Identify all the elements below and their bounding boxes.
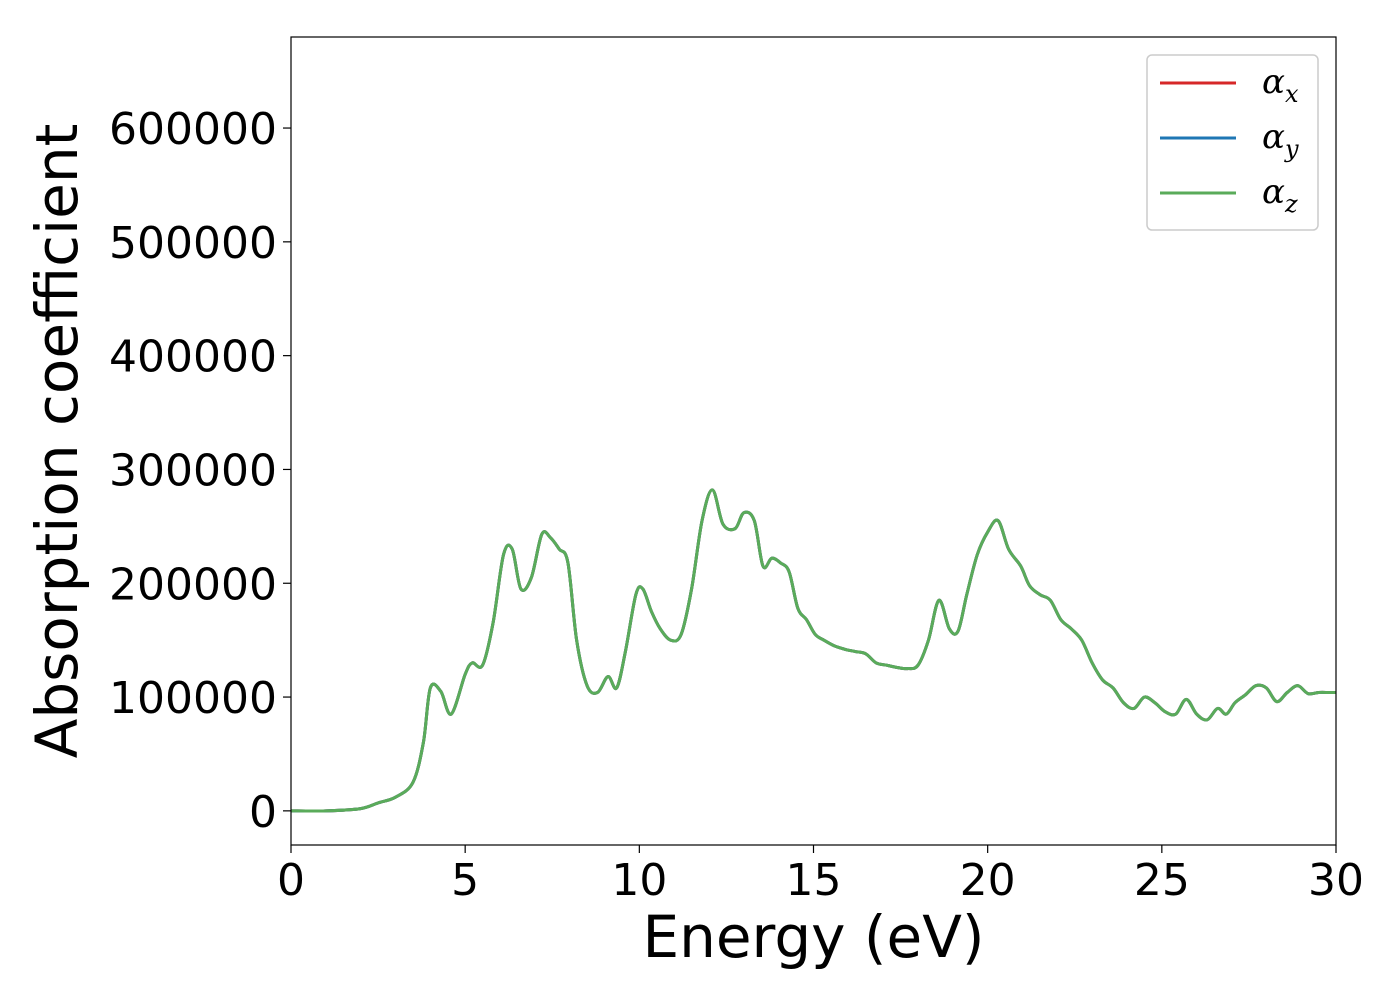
legend-box xyxy=(1146,54,1319,231)
x-axis-label: Energy (eV) xyxy=(642,903,984,971)
x-tick-label: 25 xyxy=(1134,855,1190,906)
y-tick-label: 600000 xyxy=(109,104,277,155)
legend-label: αx xyxy=(1262,62,1299,108)
series-line-3 xyxy=(290,488,1336,813)
y-tick-label: 100000 xyxy=(109,673,277,724)
series-layer xyxy=(290,488,1336,813)
series-line-2 xyxy=(290,488,1336,813)
x-tick-label: 20 xyxy=(960,855,1016,906)
x-tick-label: 10 xyxy=(611,855,667,906)
y-axis-ticks: 0 100000 200000 300000 400000 500000 600000 xyxy=(109,104,291,838)
y-tick-label: 500000 xyxy=(109,218,277,269)
x-tick-label: 15 xyxy=(786,855,842,906)
legend: αx αy αz xyxy=(1146,54,1319,231)
y-tick-label: 400000 xyxy=(109,332,277,383)
x-tick-label: 0 xyxy=(277,855,305,906)
x-axis-ticks: 0 5 10 15 20 25 30 xyxy=(277,845,1364,906)
series-line-1 xyxy=(290,488,1336,813)
legend-label: αz xyxy=(1262,172,1298,218)
y-tick-label: 200000 xyxy=(109,559,277,610)
y-tick-label: 300000 xyxy=(109,445,277,496)
y-tick-label: 0 xyxy=(249,787,277,838)
x-tick-label: 5 xyxy=(451,855,479,906)
y-axis-label: Absorption coefficient xyxy=(23,124,91,759)
x-tick-label: 30 xyxy=(1308,855,1364,906)
legend-label: αy xyxy=(1262,117,1299,163)
